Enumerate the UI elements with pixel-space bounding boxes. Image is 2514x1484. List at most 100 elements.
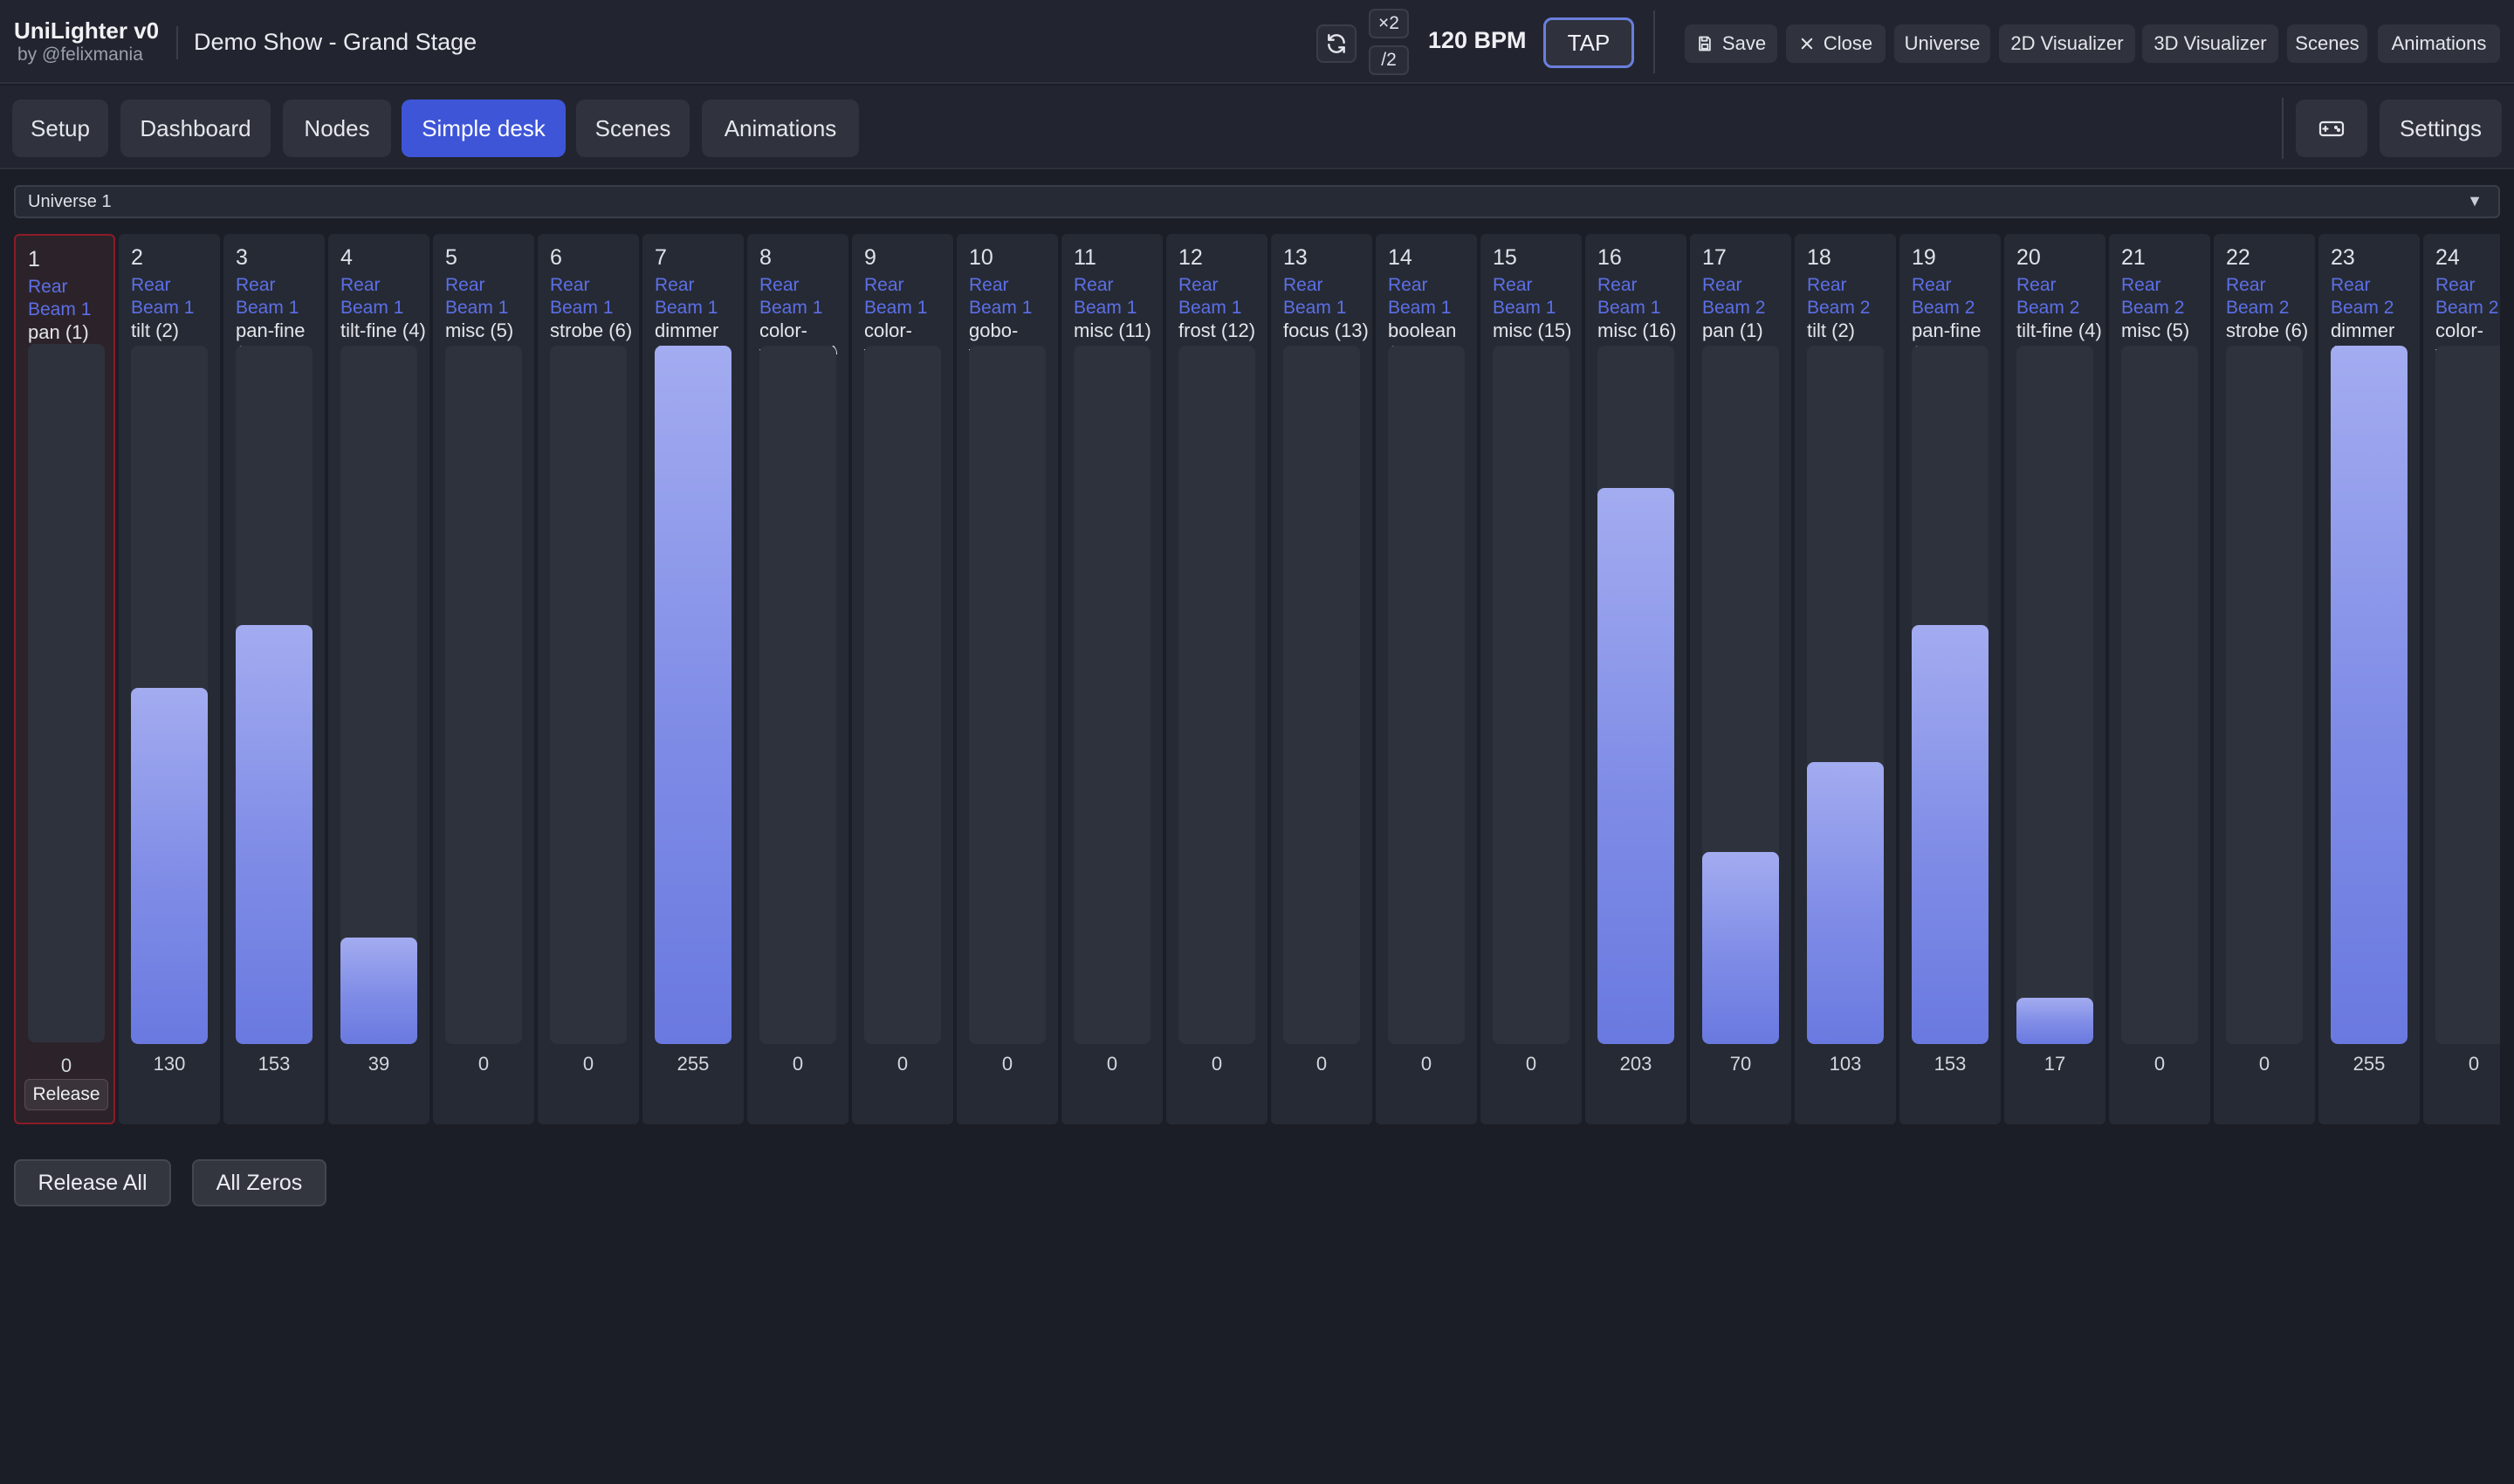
channel-fader-11[interactable]: 11 Rear Beam 1 misc (11) 0 [1061,234,1163,1124]
all-zeros-button[interactable]: All Zeros [192,1159,326,1206]
fader-track[interactable] [550,346,627,1044]
channel-fader-4[interactable]: 4 Rear Beam 1 tilt-fine (4) 39 [328,234,429,1124]
3d-visualizer-button[interactable]: 3D Visualizer [2142,24,2278,63]
fader-track[interactable] [1807,346,1884,1044]
fader-track[interactable] [445,346,522,1044]
channel-fader-6[interactable]: 6 Rear Beam 1 strobe (6) 0 [538,234,639,1124]
fader-fill [236,625,313,1044]
universe-button[interactable]: Universe [1894,24,1990,63]
fader-track[interactable] [864,346,941,1044]
channel-value: 17 [2043,1053,2066,1075]
fader-track[interactable] [1283,346,1360,1044]
fader-track[interactable] [1597,346,1674,1044]
fixture-name: Rear Beam 1 [445,275,509,318]
release-button[interactable]: Release [24,1079,108,1110]
fader-track[interactable] [2016,346,2093,1044]
fader-track[interactable] [759,346,836,1044]
tab-setup[interactable]: Setup [12,100,108,157]
tempo-multiply-button[interactable]: ×2 [1369,9,1409,38]
tab-scenes[interactable]: Scenes [576,100,690,157]
channel-number: 19 [1912,245,1936,270]
channel-value: 0 [1211,1053,1223,1075]
channel-number: 24 [2435,245,2460,270]
fixture-name: Rear Beam 2 [2121,275,2185,318]
channel-number: 2 [131,245,143,270]
sync-button[interactable] [1316,24,1357,63]
channel-value: 0 [2153,1053,2166,1075]
channel-number: 12 [1178,245,1203,270]
channel-number: 14 [1388,245,1412,270]
refresh-icon [1328,34,1345,53]
chevron-down-icon: ▼ [2467,192,2483,210]
fixture-name: Rear Beam 1 [1178,275,1242,318]
channel-fader-13[interactable]: 13 Rear Beam 1 focus (13) 0 [1271,234,1372,1124]
tab-simple-desk[interactable]: Simple desk [402,100,566,157]
channel-value: 70 [1729,1053,1752,1075]
channel-value: 39 [367,1053,390,1075]
channel-fader-12[interactable]: 12 Rear Beam 1 frost (12) 0 [1166,234,1267,1124]
channel-fader-22[interactable]: 22 Rear Beam 2 strobe (6) 0 [2214,234,2315,1124]
fader-track[interactable] [131,346,208,1044]
release-all-button[interactable]: Release All [14,1159,171,1206]
fader-track[interactable] [1702,346,1779,1044]
channel-fader-15[interactable]: 15 Rear Beam 1 misc (15) 0 [1480,234,1582,1124]
channel-value: 153 [258,1053,291,1075]
tab-animations[interactable]: Animations [702,100,859,157]
channel-fader-21[interactable]: 21 Rear Beam 2 misc (5) 0 [2109,234,2210,1124]
tempo-divide-button[interactable]: /2 [1369,45,1409,75]
2d-visualizer-button[interactable]: 2D Visualizer [1999,24,2135,63]
fader-track[interactable] [1388,346,1465,1044]
fader-track[interactable] [655,346,732,1044]
channel-value: 0 [896,1053,909,1075]
channel-number: 7 [655,245,667,270]
fader-track[interactable] [2435,346,2500,1044]
fader-track[interactable] [236,346,313,1044]
channel-number: 3 [236,245,248,270]
fader-fill [2016,998,2093,1044]
close-button[interactable]: Close [1786,24,1886,63]
channel-fader-5[interactable]: 5 Rear Beam 1 misc (5) 0 [433,234,534,1124]
tab-nodes[interactable]: Nodes [283,100,391,157]
channel-fader-16[interactable]: 16 Rear Beam 1 misc (16) 203 [1585,234,1686,1124]
channel-fader-1[interactable]: 1 Rear Beam 1 pan (1) 0 Release [14,234,115,1124]
app-title: UniLighter v0 [14,17,160,44]
channel-fader-2[interactable]: 2 Rear Beam 1 tilt (2) 130 [119,234,220,1124]
fader-track[interactable] [340,346,417,1044]
universe-select[interactable]: Universe 1 ▼ [14,185,2500,218]
fader-track[interactable] [2331,346,2408,1044]
fader-track[interactable] [969,346,1046,1044]
scenes-button[interactable]: Scenes [2287,24,2367,63]
channel-fader-20[interactable]: 20 Rear Beam 2 tilt-fine (4) 17 [2004,234,2105,1124]
fader-track[interactable] [2226,346,2303,1044]
gamepad-button[interactable] [2296,100,2367,157]
tap-tempo-button[interactable]: TAP [1543,17,1634,68]
animations-button[interactable]: Animations [2378,24,2500,63]
fader-track[interactable] [1178,346,1255,1044]
fader-track[interactable] [2121,346,2198,1044]
fixture-name: Rear Beam 1 [550,275,614,318]
fader-track[interactable] [1493,346,1570,1044]
channel-fader-18[interactable]: 18 Rear Beam 2 tilt (2) 103 [1795,234,1896,1124]
settings-button[interactable]: Settings [2380,100,2502,157]
fader-track[interactable] [1074,346,1151,1044]
save-label: Save [1721,32,1767,54]
channel-fader-17[interactable]: 17 Rear Beam 2 pan (1) 70 [1690,234,1791,1124]
fader-fill [655,346,732,1044]
fixture-name: Rear Beam 2 [1702,275,1766,318]
close-icon [1801,38,1813,50]
save-button[interactable]: Save [1685,24,1777,63]
save-icon [1699,36,1711,52]
fader-fill [1597,488,1674,1044]
fader-track[interactable] [1912,346,1989,1044]
fader-track[interactable] [28,344,105,1042]
tab-dashboard[interactable]: Dashboard [120,100,271,157]
